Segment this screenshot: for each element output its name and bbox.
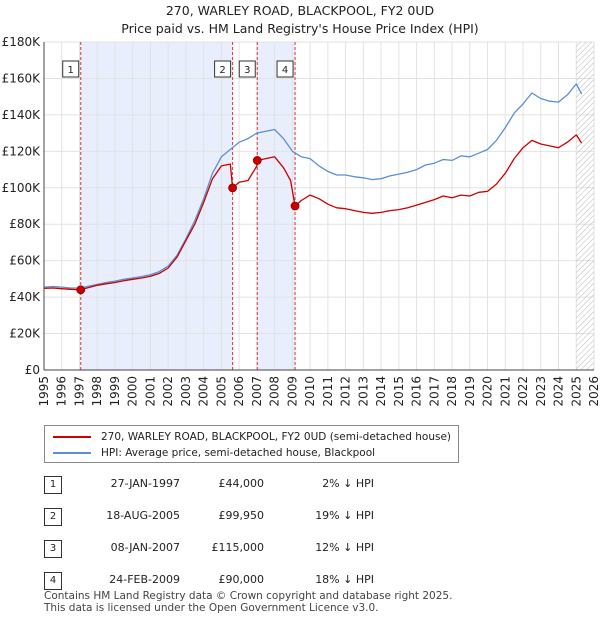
sale-label-box-1 <box>62 60 80 78</box>
sale-markers <box>76 156 300 295</box>
chart-title-line1: 270, WARLEY ROAD, BLACKPOOL, FY2 0UD <box>165 3 435 18</box>
table-row: 4 24-FEB-2009 £90,000 18% ↓ HPI <box>44 568 464 600</box>
x-tick-label: 2003 <box>179 376 193 407</box>
hpi-series-line <box>43 83 583 289</box>
transaction-price: £115,000 <box>211 541 265 554</box>
chart-title: 270, WARLEY ROAD, BLACKPOOL, FY2 0UD Pri… <box>0 2 600 38</box>
transaction-price: £90,000 <box>218 573 265 586</box>
sale-label-4: 4 <box>282 65 288 76</box>
x-tick-label: 2025 <box>569 376 583 407</box>
shaded-periods <box>80 42 296 370</box>
y-tick-label: £180K <box>2 35 42 49</box>
transaction-hpi-diff: 18% ↓ HPI <box>315 573 374 586</box>
footer-license: This data is licensed under the Open Gov… <box>44 602 379 614</box>
x-tick-label: 2017 <box>427 376 441 407</box>
x-tick-label: 1997 <box>72 376 86 407</box>
x-tick-label: 2009 <box>285 376 299 407</box>
y-tick-label: £160K <box>2 71 42 85</box>
transactions-table: 1 27-JAN-1997 £44,000 2% ↓ HPI 2 18-AUG-… <box>44 472 464 600</box>
sale-number-labels: 1 2 3 4 <box>62 60 294 78</box>
x-tick-label: 2010 <box>303 376 317 407</box>
x-tick-label: 2016 <box>410 376 424 407</box>
x-tick-label: 2024 <box>552 376 566 407</box>
x-tick-label: 2022 <box>516 376 530 407</box>
x-tick-label: 1995 <box>37 376 51 407</box>
chart-title-line2: Price paid vs. HM Land Registry's House … <box>121 21 479 36</box>
table-row: 2 18-AUG-2005 £99,950 19% ↓ HPI <box>44 504 464 536</box>
sale-marker-4 <box>290 201 300 211</box>
x-tick-label: 2023 <box>534 376 548 407</box>
x-tick-label: 2019 <box>463 376 477 407</box>
sale-marker-2 <box>228 183 237 193</box>
sale-label-box-4 <box>276 60 294 78</box>
x-tick-label: 2011 <box>321 376 335 407</box>
sale-marker-1 <box>76 285 86 295</box>
y-tick-label: £40K <box>9 290 41 304</box>
sale-marker-3 <box>252 156 262 165</box>
x-tick-label: 2004 <box>197 376 211 407</box>
y-tick-label: £120K <box>2 144 42 158</box>
transaction-price: £99,950 <box>218 509 265 522</box>
y-tick-label: £80K <box>9 217 41 231</box>
transaction-hpi-diff: 12% ↓ HPI <box>315 541 374 554</box>
y-tick-label: £100K <box>2 181 42 195</box>
sale-label-1: 1 <box>68 65 74 76</box>
x-tick-label: 2008 <box>268 376 282 407</box>
x-tick-label: 1996 <box>55 376 69 407</box>
x-tick-label: 2020 <box>481 376 495 407</box>
x-tick-label: 2006 <box>232 376 246 407</box>
legend-label-price: 270, WARLEY ROAD, BLACKPOOL, FY2 0UD (se… <box>101 431 452 443</box>
transaction-date: 08-JAN-2007 <box>110 541 180 554</box>
legend-swatch-price <box>53 436 91 438</box>
transaction-number-badge: 2 <box>44 508 62 526</box>
axes: £0 £20K £40K £60K £80K £100K £120K £140K £160K £1… <box>2 35 600 407</box>
sale-label-2: 2 <box>219 65 225 76</box>
transaction-number-badge: 4 <box>44 572 62 590</box>
table-row: 1 27-JAN-1997 £44,000 2% ↓ HPI <box>44 472 464 504</box>
y-tick-label: £0 <box>25 363 40 377</box>
x-tick-label: 2005 <box>214 376 228 407</box>
sale-label-3: 3 <box>244 65 250 76</box>
x-tick-label: 2007 <box>250 376 264 407</box>
x-tick-label: 2026 <box>587 376 600 407</box>
price-chart: 1 2 3 4 £0 £20K £40K £60K £80K £100K £120K £140K £1… <box>2 35 600 407</box>
footer: Contains HM Land Registry data © Crown c… <box>44 590 452 614</box>
price-series-line <box>43 134 583 291</box>
footer-copyright: Contains HM Land Registry data © Crown c… <box>44 590 453 602</box>
transaction-date: 24-FEB-2009 <box>109 573 180 586</box>
legend: 270, WARLEY ROAD, BLACKPOOL, FY2 0UD (se… <box>44 425 459 463</box>
x-tick-label: 2013 <box>356 376 370 407</box>
transaction-date: 27-JAN-1997 <box>110 477 180 490</box>
transaction-number-badge: 1 <box>44 476 62 494</box>
transaction-hpi-diff: 19% ↓ HPI <box>315 509 374 522</box>
transaction-number-badge: 3 <box>44 540 62 558</box>
x-tick-label: 2000 <box>126 376 140 407</box>
legend-label-hpi: HPI: Average price, semi-detached house,… <box>101 447 376 459</box>
x-tick-label: 2014 <box>374 376 388 407</box>
legend-swatch-hpi <box>53 452 91 454</box>
x-tick-label: 2021 <box>498 376 512 407</box>
x-tick-label: 2001 <box>143 376 157 407</box>
sale-label-box-2 <box>214 60 232 78</box>
x-tick-label: 2012 <box>339 376 353 407</box>
x-tick-label: 1998 <box>90 376 104 407</box>
forecast-hatch <box>576 42 594 370</box>
sale-label-box-3 <box>238 60 256 78</box>
y-tick-label: £140K <box>2 108 42 122</box>
hatched-region <box>576 42 594 370</box>
shaded-period <box>257 42 296 370</box>
transaction-price: £44,000 <box>218 477 265 490</box>
table-row: 3 08-JAN-2007 £115,000 12% ↓ HPI <box>44 536 464 568</box>
transaction-date: 18-AUG-2005 <box>106 509 180 522</box>
shaded-period <box>80 42 233 370</box>
y-tick-label: £20K <box>9 327 41 341</box>
x-tick-label: 1999 <box>108 376 122 407</box>
x-tick-label: 2002 <box>161 376 175 407</box>
transaction-hpi-diff: 2% ↓ HPI <box>322 477 374 490</box>
x-tick-label: 2018 <box>445 376 459 407</box>
series-lines <box>43 83 583 291</box>
x-tick-label: 2015 <box>392 376 406 407</box>
y-tick-label: £60K <box>9 254 41 268</box>
